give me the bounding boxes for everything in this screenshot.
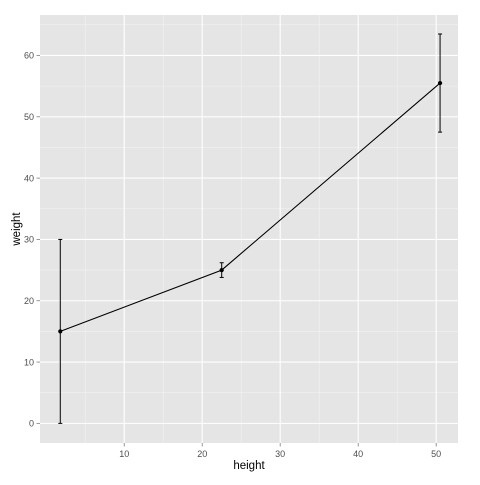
data-point	[58, 329, 63, 334]
y-tick-label: 0	[29, 419, 34, 429]
data-points	[58, 80, 443, 334]
y-tick-label: 20	[24, 296, 34, 306]
minor-grid	[40, 15, 458, 443]
x-tick-label: 40	[353, 449, 363, 459]
x-tick-label: 30	[275, 449, 285, 459]
y-tick-label: 60	[24, 51, 34, 61]
y-tick-label: 40	[24, 173, 34, 183]
x-axis-title: height	[233, 460, 265, 472]
x-tick-label: 20	[197, 449, 207, 459]
data-point	[219, 267, 224, 273]
y-tick-label: 30	[24, 235, 34, 245]
x-tick-label: 10	[119, 449, 129, 459]
x-tick-label: 50	[431, 449, 441, 459]
y-axis-title: weight	[11, 212, 23, 247]
y-tick-label: 10	[24, 357, 34, 367]
plot-panel	[40, 15, 458, 443]
y-tick-label: 50	[24, 112, 34, 122]
data-point	[437, 80, 443, 86]
y-axis: 0 10 20 30 40 50 60	[24, 51, 40, 429]
major-grid	[40, 15, 458, 443]
x-axis: 10 20 30 40 50	[119, 443, 441, 459]
